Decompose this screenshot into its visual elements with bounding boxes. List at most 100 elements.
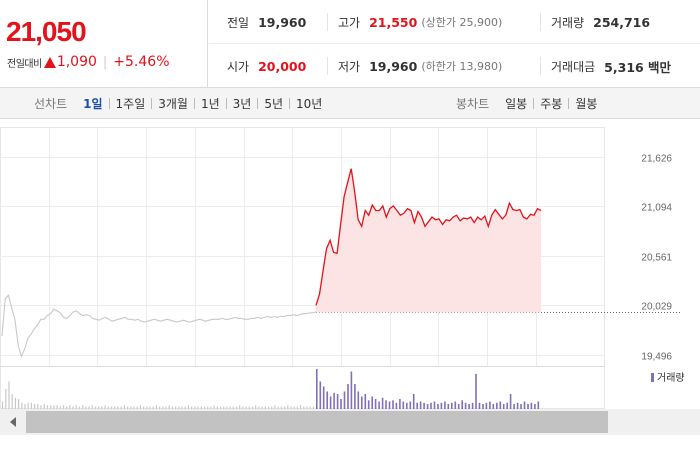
open-value: 20,000 [258,58,307,74]
low-value: 19,960 [369,58,418,74]
volume-bar-prev [261,406,263,409]
volume-bar-today [426,404,429,409]
price-chart[interactable]: 21,626 21,094 20,561 20,029 19,496 거래량 [0,119,700,409]
chart-svg: 21,626 21,094 20,561 20,029 19,496 거래량 [0,127,685,409]
tab-monthly-candle[interactable]: 월봉 [575,97,598,111]
open-cell: 시가 20,000 [227,44,306,88]
volume-bar-today [461,400,463,409]
volume-bar-today [399,399,401,409]
plot-frame [0,127,605,409]
volume-legend-swatch [651,373,654,382]
volume-bar-today [378,401,380,409]
tab-5year[interactable]: 5년 [264,97,284,111]
volume-bar-today [513,404,515,409]
volume-bar-today [437,404,439,409]
volume-bar-today [457,404,460,409]
volume-bar-prev [293,406,295,409]
volume-bar-prev [162,406,164,409]
divider [327,13,328,31]
scroll-left-button[interactable] [0,409,26,435]
volume-bar-prev [8,381,10,409]
volume-bar-prev [133,406,135,409]
scroll-thumb[interactable] [26,411,608,433]
tab-3month[interactable]: 3개월 [158,97,188,111]
volume-bar-prev [75,405,77,409]
tab-divider [568,98,570,109]
volume-bar-prev [239,405,241,409]
volume-legend-label: 거래량 [657,372,685,384]
prev-day-price-line [1,293,317,359]
volume-bar-prev [175,406,177,409]
volume-bar-today [492,404,495,409]
line-chart-label[interactable]: 선차트 [34,97,68,111]
volume-bar-prev [159,406,161,409]
volume-bar-prev [200,406,202,409]
volume-bar-prev [43,404,45,409]
volume-bar-prev [72,406,74,409]
volume-bar-today [482,404,484,409]
tab-weekly-candle[interactable]: 주봉 [540,97,563,111]
volume-bar-today [447,404,450,409]
volume-bar-prev [155,405,157,409]
tab-1day[interactable]: 1일 [83,97,103,111]
volume-bar-prev [229,406,231,409]
volume-bar-prev [14,397,16,409]
divider [540,57,541,75]
y-tick-label: 21,626 [641,154,672,165]
tab-3year[interactable]: 3년 [232,97,252,111]
volume-bar-today [451,402,453,409]
volume-bar-today [361,396,363,409]
volume-bar-prev [187,405,189,409]
volume-bar-today [364,394,367,409]
volume-bar-today [478,402,481,409]
volume-bar-prev [50,405,52,409]
volume-bar-today [433,401,436,409]
volume-bar-prev [21,402,23,409]
volume-bar-prev [62,405,65,409]
volume-bar-prev [30,402,32,409]
volume-bar-prev [143,406,145,409]
lower-limit: (하한가 13,980) [421,60,503,73]
volume-bar-prev [203,406,206,409]
volume-bar-today [385,400,387,409]
tab-1year[interactable]: 1년 [200,97,220,111]
volume-bar-today [534,404,536,409]
volume-bar-today [374,399,377,409]
volume-value: 254,716 [593,14,651,30]
volume-bar-prev [37,404,39,409]
volume-bar-prev [24,404,26,409]
volume-bar-prev [171,406,173,409]
volume-bar-prev [34,404,36,409]
volume-bar-today [423,402,425,409]
volume-bar-today [475,374,477,409]
volume-bar-today [406,402,408,409]
volume-bar-today [340,399,342,409]
volume-bar-prev [94,406,97,409]
candle-chart-label[interactable]: 봉차트 [456,97,490,111]
volume-bar-today [392,400,394,409]
volume-bar-prev [18,399,20,409]
volume-bar-today [509,394,512,409]
volume-bar-prev [280,406,282,409]
volume-bar-today [516,402,519,409]
volume-bar-today [530,402,533,409]
volume-bar-today [336,394,339,409]
volume-bar-today [333,392,335,409]
y-tick-label: 21,094 [641,203,672,214]
volume-bar-today [326,391,328,409]
volume-bar-prev [290,406,292,409]
volume-bar-prev [168,405,170,409]
chart-scrollbar[interactable] [0,409,700,435]
tab-divider [193,98,195,109]
volume-bar-today [381,397,384,409]
tab-divider [289,98,291,109]
volume-bar-today [468,404,470,409]
volume-bar-today [499,401,502,409]
tab-daily-candle[interactable]: 일봉 [505,97,528,111]
tab-10year[interactable]: 10년 [296,97,323,111]
tab-1week[interactable]: 1주일 [115,97,146,111]
y-tick-label: 20,561 [641,253,672,264]
volume-bar-today [412,394,415,409]
volume-bar-today [316,369,318,409]
volume-bar-today [395,402,398,409]
